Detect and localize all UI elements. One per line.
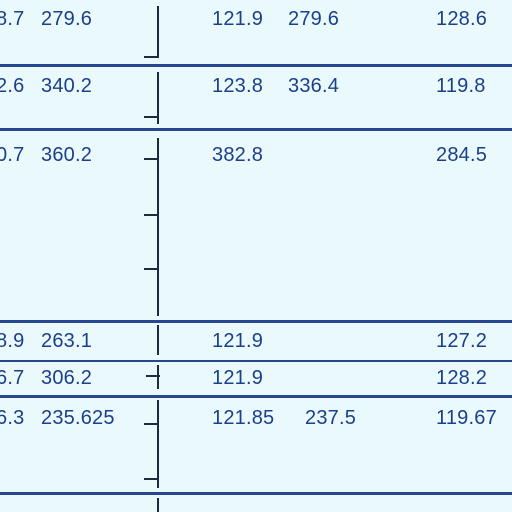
table-cell: 121.85 <box>212 407 275 429</box>
row-divider <box>0 395 512 398</box>
table-cell: 128.2 <box>436 367 488 389</box>
row-divider <box>0 64 512 67</box>
table-cell: 128.6 <box>436 8 488 30</box>
table-cell: 235.625 <box>41 407 115 429</box>
table-cell: 121.9 <box>212 367 264 389</box>
column-separator <box>157 138 159 316</box>
table-cell: 2.6 <box>0 75 25 97</box>
separator-tick <box>144 116 158 118</box>
separator-tick <box>144 214 158 216</box>
column-separator <box>157 72 159 124</box>
row-divider <box>0 360 512 362</box>
table-cell: 127.2 <box>436 330 488 352</box>
separator-tick <box>144 268 158 270</box>
table-cell: 8.9 <box>0 330 25 352</box>
separator-tick <box>144 478 158 480</box>
table-cell: 123.8 <box>212 75 264 97</box>
table-cell: 6.7 <box>0 367 25 389</box>
table-cell: 336.4 <box>288 75 340 97</box>
column-separator <box>157 498 159 512</box>
separator-tick <box>144 158 158 160</box>
separator-tick <box>146 375 160 377</box>
column-separator <box>157 6 159 58</box>
table-cell: 382.8 <box>212 144 264 166</box>
table-cell: 306.2 <box>41 367 93 389</box>
table-cell: 121.9 <box>212 330 264 352</box>
table-cell: 0.7 <box>0 144 25 166</box>
column-separator <box>157 400 159 488</box>
table-cell: 121.9 <box>212 8 264 30</box>
column-separator <box>157 325 159 355</box>
row-divider <box>0 320 512 323</box>
table-cell: 237.5 <box>305 407 357 429</box>
table-cell: 263.1 <box>41 330 93 352</box>
table-cell: 119.8 <box>436 75 486 97</box>
row-divider <box>0 492 512 495</box>
row-divider <box>0 128 512 131</box>
table-cell: 279.6 <box>288 8 340 30</box>
table-cell: 8.7 <box>0 8 25 30</box>
table-cell: 279.6 <box>41 8 93 30</box>
table-cell: 6.3 <box>0 407 25 429</box>
table-cell: 119.67 <box>436 407 497 429</box>
table-cell: 360.2 <box>41 144 93 166</box>
separator-tick <box>144 423 158 425</box>
column-separator <box>157 365 159 389</box>
separator-tick <box>144 56 158 58</box>
table-cell: 340.2 <box>41 75 93 97</box>
table-cell: 284.5 <box>436 144 488 166</box>
